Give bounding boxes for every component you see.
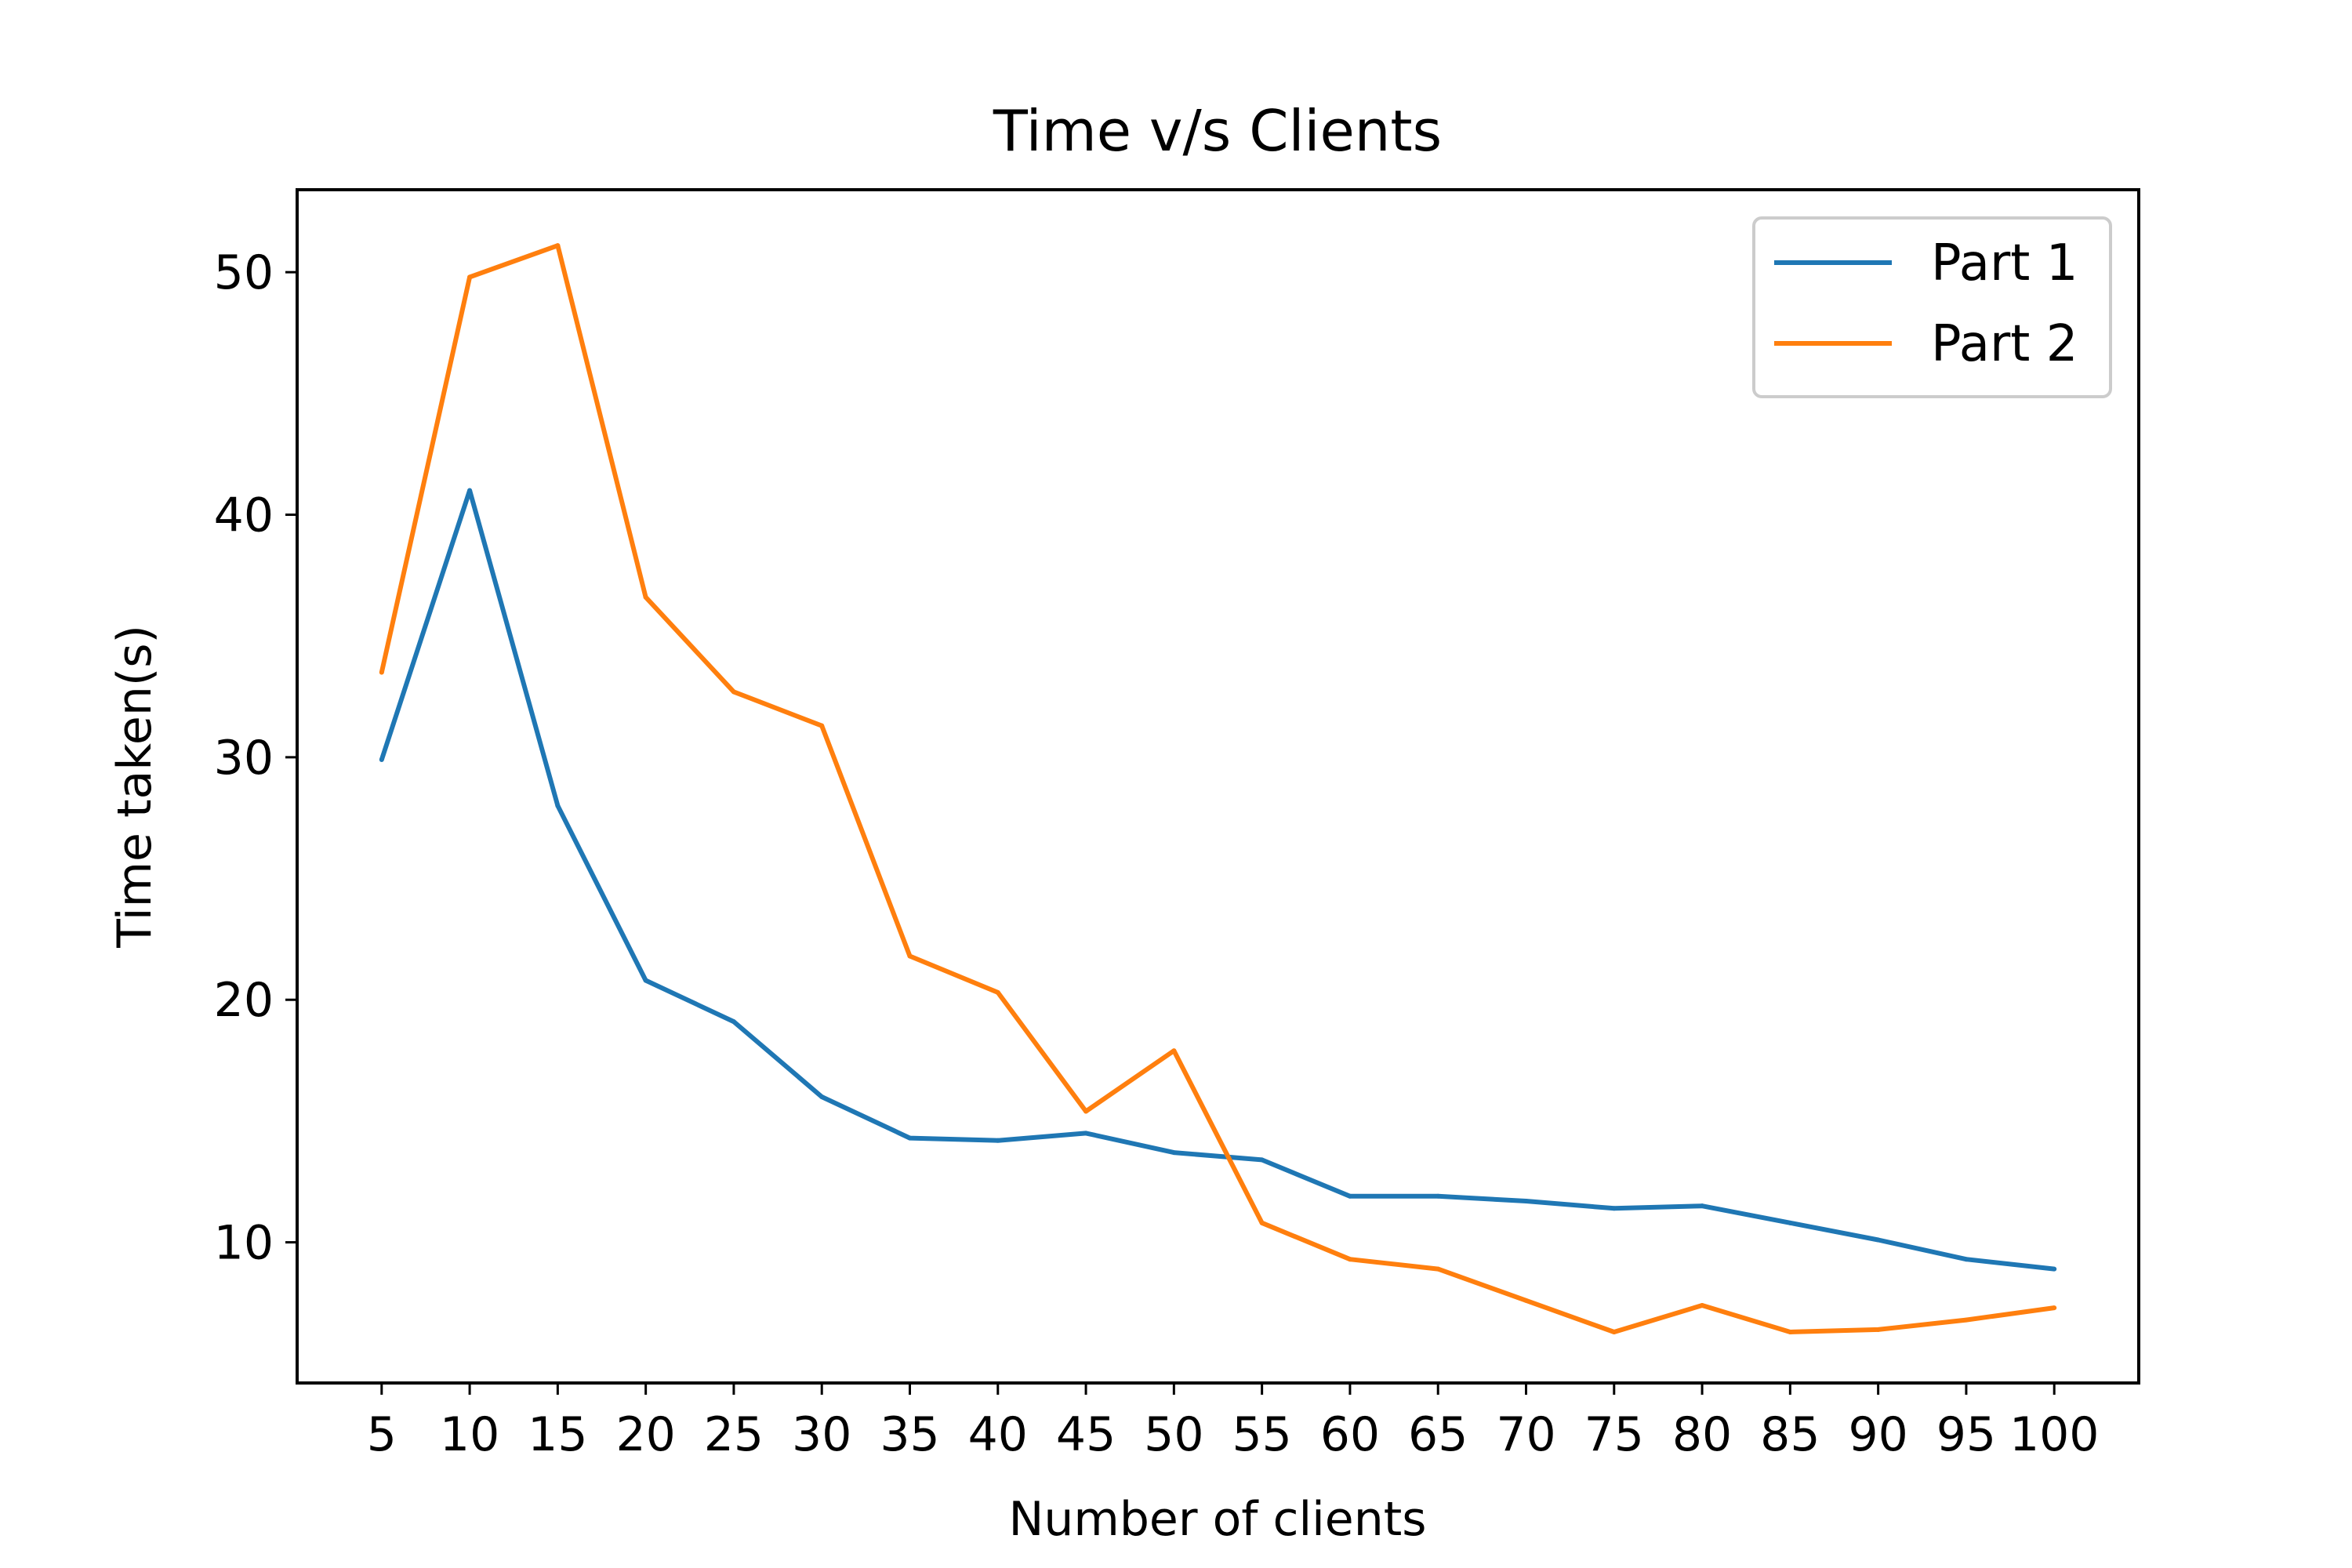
data-point bbox=[1083, 1131, 1089, 1136]
data-point bbox=[995, 1138, 1000, 1143]
x-tick-label: 75 bbox=[1584, 1407, 1644, 1462]
x-tick-label: 40 bbox=[968, 1407, 1028, 1462]
x-axis: 5 10 15 20 25 30 35 40 45 50 55 60 65 70 75 80 85 90 95 100 bbox=[367, 1383, 2100, 1462]
data-point bbox=[643, 978, 648, 983]
data-point bbox=[1436, 1193, 1441, 1199]
x-tick-label: 35 bbox=[880, 1407, 939, 1462]
x-tick-label: 55 bbox=[1232, 1407, 1291, 1462]
legend-label: Part 1 bbox=[1931, 234, 2078, 292]
x-tick-label: 25 bbox=[704, 1407, 764, 1462]
x-axis-label: Number of clients bbox=[1008, 1492, 1426, 1547]
data-point bbox=[1788, 1330, 1793, 1335]
y-tick-label: 50 bbox=[214, 245, 274, 300]
x-tick-label: 90 bbox=[1848, 1407, 1907, 1462]
data-point bbox=[1963, 1317, 1969, 1323]
series-line-2 bbox=[379, 243, 2055, 1334]
data-point bbox=[467, 488, 473, 493]
x-tick-label: 30 bbox=[792, 1407, 851, 1462]
data-point bbox=[2052, 1266, 2057, 1272]
data-point bbox=[731, 1019, 736, 1025]
data-point bbox=[731, 689, 736, 695]
data-point bbox=[995, 989, 1000, 995]
legend: Part 1 Part 2 bbox=[1752, 216, 2112, 398]
plot-lines bbox=[379, 243, 2057, 1335]
x-tick-label: 80 bbox=[1672, 1407, 1732, 1462]
data-point bbox=[467, 274, 473, 280]
data-point bbox=[1436, 1266, 1441, 1272]
data-point bbox=[819, 1094, 825, 1099]
x-tick-label: 70 bbox=[1496, 1407, 1555, 1462]
data-point bbox=[1347, 1193, 1352, 1199]
data-point bbox=[1523, 1298, 1529, 1303]
data-point bbox=[379, 670, 384, 675]
data-point bbox=[907, 1135, 913, 1141]
y-tick-label: 30 bbox=[214, 731, 274, 786]
data-point bbox=[2052, 1305, 2057, 1311]
x-tick-label: 85 bbox=[1760, 1407, 1820, 1462]
data-point bbox=[1875, 1237, 1881, 1243]
data-point bbox=[643, 594, 648, 600]
data-point bbox=[907, 953, 913, 959]
chart-title: Time v/s Clients bbox=[993, 98, 1442, 164]
x-tick-label: 100 bbox=[2009, 1407, 2100, 1462]
data-point bbox=[379, 757, 384, 762]
x-tick-label: 65 bbox=[1408, 1407, 1468, 1462]
data-point bbox=[555, 243, 561, 249]
x-tick-label: 45 bbox=[1056, 1407, 1116, 1462]
data-point bbox=[1963, 1257, 1969, 1262]
data-point bbox=[1788, 1220, 1793, 1225]
x-tick-label: 15 bbox=[528, 1407, 587, 1462]
data-point bbox=[1611, 1330, 1617, 1335]
y-axis: 10 20 30 40 50 bbox=[214, 245, 297, 1271]
plot-frame bbox=[296, 188, 2140, 1385]
x-tick-label: 5 bbox=[367, 1407, 397, 1462]
data-point bbox=[1700, 1203, 1705, 1209]
legend-label: Part 2 bbox=[1931, 315, 2078, 373]
data-point bbox=[1259, 1157, 1265, 1163]
x-tick-label: 20 bbox=[615, 1407, 675, 1462]
x-tick-label: 50 bbox=[1144, 1407, 1203, 1462]
data-point bbox=[1259, 1220, 1265, 1225]
data-point bbox=[555, 803, 561, 808]
y-tick-label: 40 bbox=[214, 488, 274, 543]
y-tick-label: 10 bbox=[214, 1216, 274, 1271]
x-tick-label: 60 bbox=[1320, 1407, 1380, 1462]
data-point bbox=[1347, 1257, 1352, 1262]
x-tick-label: 95 bbox=[1936, 1407, 1996, 1462]
y-axis-label: Time taken(s) bbox=[107, 625, 162, 949]
data-point bbox=[1523, 1198, 1529, 1203]
series-line-1 bbox=[379, 488, 2055, 1272]
y-tick-label: 20 bbox=[214, 973, 274, 1028]
data-point bbox=[1611, 1206, 1617, 1211]
data-point bbox=[1171, 1150, 1177, 1156]
x-tick-label: 10 bbox=[440, 1407, 499, 1462]
data-point bbox=[1171, 1048, 1177, 1054]
data-point bbox=[1700, 1303, 1705, 1308]
data-point bbox=[819, 723, 825, 728]
data-point bbox=[1083, 1109, 1089, 1114]
data-point bbox=[1875, 1327, 1881, 1332]
